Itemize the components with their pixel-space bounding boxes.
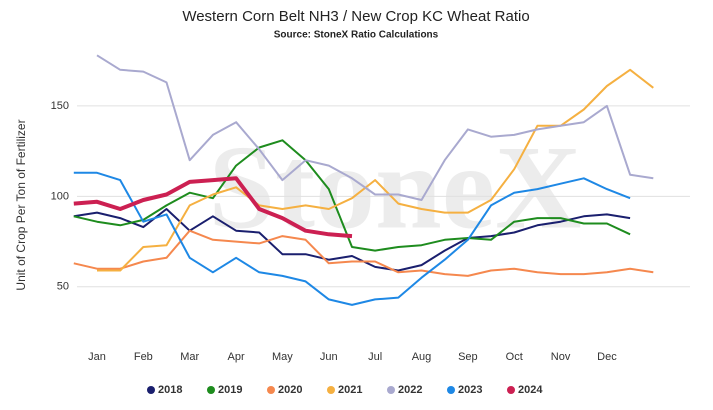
y-tick-label: 150: [51, 100, 69, 112]
legend-label: 2018: [158, 384, 182, 396]
series: [73, 139, 631, 252]
series-line: [73, 208, 631, 272]
x-tick-label: May: [272, 351, 293, 363]
legend-label: 2022: [398, 384, 422, 396]
series: [96, 54, 654, 201]
legend-swatch: [207, 386, 215, 394]
watermark: StoneX: [208, 121, 581, 254]
series-line: [96, 54, 654, 201]
x-tick-label: Jun: [320, 351, 338, 363]
legend-label: 2020: [278, 384, 302, 396]
x-tick-label: Sep: [458, 351, 478, 363]
x-tick-label: Aug: [412, 351, 432, 363]
series: [73, 171, 631, 306]
series: [73, 176, 353, 239]
x-tick-label: Nov: [551, 351, 571, 363]
series-line: [73, 229, 654, 277]
series: [73, 208, 631, 272]
legend-swatch: [507, 386, 515, 394]
series: [73, 229, 654, 277]
x-tick-label: Oct: [506, 351, 523, 363]
legend-label: 2021: [338, 384, 362, 396]
series-line: [73, 139, 631, 252]
x-tick-label: Jul: [368, 351, 382, 363]
y-tick-label: 100: [51, 190, 69, 202]
legend-swatch: [387, 386, 395, 394]
legend-swatch: [147, 386, 155, 394]
y-axis-label: Unit of Crop Per Ton of Fertilizer: [14, 119, 28, 290]
chart-subtitle: Source: StoneX Ratio Calculations: [274, 30, 439, 41]
legend-swatch: [447, 386, 455, 394]
legend-swatch: [267, 386, 275, 394]
x-tick-label: Jan: [88, 351, 106, 363]
x-tick-label: Feb: [134, 351, 153, 363]
x-tick-label: Mar: [180, 351, 199, 363]
legend-label: 2019: [218, 384, 242, 396]
y-tick-label: 50: [57, 281, 69, 293]
x-tick-label: Apr: [227, 351, 244, 363]
legend-label: 2023: [458, 384, 482, 396]
x-tick-label: Dec: [597, 351, 617, 363]
chart-title: Western Corn Belt NH3 / New Crop KC Whea…: [182, 8, 529, 25]
series-line: [73, 171, 631, 306]
legend-label: 2024: [518, 384, 543, 396]
legend-swatch: [327, 386, 335, 394]
series-line: [73, 176, 353, 239]
